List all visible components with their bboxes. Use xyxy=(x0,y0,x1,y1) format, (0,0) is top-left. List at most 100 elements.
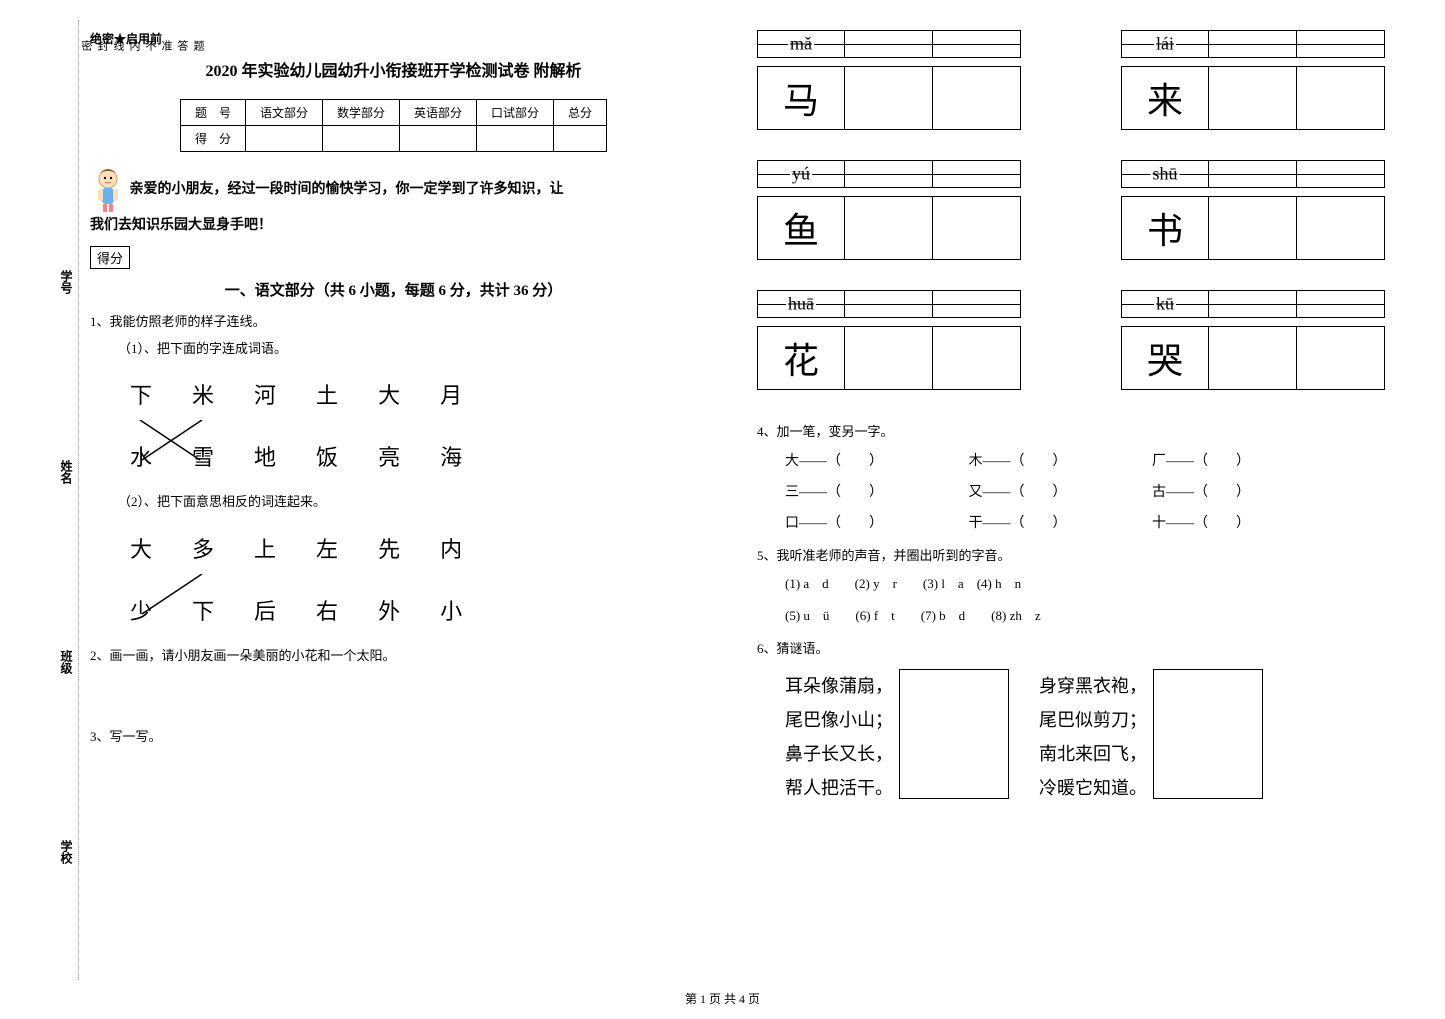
q4-row: 三——（ ） 又——（ ） 古——（ ） xyxy=(785,478,1385,509)
confidential-tag: 绝密★启用前 xyxy=(90,30,697,47)
cell[interactable] xyxy=(245,126,322,152)
char-cell-blank[interactable] xyxy=(1297,66,1385,130)
char: 河 xyxy=(254,378,276,410)
riddle-answer-box[interactable] xyxy=(1153,669,1263,799)
pinyin-cell-blank[interactable] xyxy=(1209,30,1297,58)
pair[interactable]: 又——（ ） xyxy=(969,478,1149,509)
riddle-line: 冷暖它知道。 xyxy=(1039,771,1147,805)
write-row: huā花kū哭 xyxy=(757,290,1385,390)
char-cell-blank[interactable] xyxy=(1209,326,1297,390)
pair[interactable]: 古——（ ） xyxy=(1152,478,1332,509)
pinyin-cell-blank[interactable] xyxy=(845,160,933,188)
riddle-answer-box[interactable] xyxy=(899,669,1009,799)
q5-row1[interactable]: (1) a d (2) y r (3) l a (4) h n xyxy=(785,571,1385,597)
question-1-2: （2）、把下面意思相反的词连起来。 xyxy=(118,490,697,513)
score-table: 题 号 语文部分 数学部分 英语部分 口试部分 总分 得 分 xyxy=(180,99,607,152)
connect-block-1: 下 米 河 土 大 月 水 雪 地 饭 亮 海 xyxy=(90,378,697,472)
cartoon-icon xyxy=(90,167,126,213)
pair[interactable]: 厂——（ ） xyxy=(1152,447,1332,478)
char-cell-blank[interactable] xyxy=(933,66,1021,130)
intro-line1: 亲爱的小朋友，经过一段时间的愉快学习，你一定学到了许多知识，让 xyxy=(130,182,564,197)
table-row: 题 号 语文部分 数学部分 英语部分 口试部分 总分 xyxy=(180,100,606,126)
cell[interactable] xyxy=(477,126,554,152)
side-label-id[interactable]: 学号 xyxy=(58,270,75,294)
intro-text: 亲爱的小朋友，经过一段时间的愉快学习，你一定学到了许多知识，让 我们去知识乐园大… xyxy=(90,167,697,240)
char-cell-row: 马 xyxy=(757,66,1021,130)
pinyin-cell-blank[interactable] xyxy=(1297,30,1385,58)
char-cell-row: 书 xyxy=(1121,196,1385,260)
char-cell-blank[interactable] xyxy=(933,326,1021,390)
pinyin-cell-blank[interactable] xyxy=(845,290,933,318)
char: 下 xyxy=(192,594,214,626)
char-cell-blank[interactable] xyxy=(845,66,933,130)
side-label-school[interactable]: 学校 xyxy=(58,840,75,864)
char-cell-blank[interactable] xyxy=(1297,196,1385,260)
pinyin-text: kū xyxy=(1154,294,1176,315)
pair[interactable]: 大——（ ） xyxy=(785,447,965,478)
char: 亮 xyxy=(378,440,400,472)
char-cell-blank[interactable] xyxy=(1297,326,1385,390)
char-cell-blank[interactable] xyxy=(1209,196,1297,260)
riddle-line: 尾巴似剪刀； xyxy=(1039,703,1147,737)
char-cell-blank[interactable] xyxy=(845,196,933,260)
cell: 得 分 xyxy=(180,126,245,152)
riddle-line: 帮人把活干。 xyxy=(785,771,893,805)
cell: 数学部分 xyxy=(322,100,399,126)
q4-row: 大——（ ） 木——（ ） 厂——（ ） xyxy=(785,447,1385,478)
char-row-bottom: 水 雪 地 饭 亮 海 xyxy=(130,440,697,472)
write-grid: mǎ马lái来yú鱼shū书huā花kū哭 xyxy=(757,30,1385,390)
write-box: mǎ马 xyxy=(757,30,1021,130)
char-row-bottom: 少 下 后 右 外 小 xyxy=(130,594,697,626)
riddle-line: 鼻子长又长， xyxy=(785,737,893,771)
char-row-top: 大 多 上 左 先 内 xyxy=(130,532,697,564)
char-cell: 花 xyxy=(757,326,845,390)
score-label-box: 得分 xyxy=(90,246,130,269)
pair[interactable]: 干——（ ） xyxy=(969,509,1149,540)
pair[interactable]: 口——（ ） xyxy=(785,509,965,540)
char-cell-blank[interactable] xyxy=(933,196,1021,260)
write-box: yú 鱼 xyxy=(757,160,1021,260)
side-label-name[interactable]: 姓名 xyxy=(58,460,75,484)
draw-area[interactable] xyxy=(90,671,697,721)
pinyin-cell-blank[interactable] xyxy=(1297,290,1385,318)
char: 地 xyxy=(254,440,276,472)
char-cell-row: 来 xyxy=(1121,66,1385,130)
char-cell-blank[interactable] xyxy=(1209,66,1297,130)
char: 雪 xyxy=(192,440,214,472)
char: 土 xyxy=(316,378,338,410)
question-5: 5、我听准老师的声音，并圈出听到的字音。 xyxy=(757,544,1385,567)
question-4: 4、加一笔，变另一字。 xyxy=(757,420,1385,443)
char: 海 xyxy=(440,440,462,472)
connect-block-2: 大 多 上 左 先 内 少 下 后 右 外 小 xyxy=(90,532,697,626)
cell: 总分 xyxy=(554,100,607,126)
pinyin-cell-blank[interactable] xyxy=(933,160,1021,188)
char: 外 xyxy=(378,594,400,626)
char: 大 xyxy=(378,378,400,410)
intro-line2: 我们去知识乐园大显身手吧！ xyxy=(90,218,272,233)
char: 上 xyxy=(254,532,276,564)
char: 月 xyxy=(440,378,462,410)
pair[interactable]: 木——（ ） xyxy=(969,447,1149,478)
char-cell-row: 鱼 xyxy=(757,196,1021,260)
pinyin-cell-blank[interactable] xyxy=(1209,290,1297,318)
pinyin-cell-blank[interactable] xyxy=(1209,160,1297,188)
riddle-container: 耳朵像蒲扇， 尾巴像小山； 鼻子长又长， 帮人把活干。 身穿黑衣袍， 尾巴似剪刀… xyxy=(785,669,1385,806)
cell[interactable] xyxy=(400,126,477,152)
pinyin-row: shū xyxy=(1121,160,1385,188)
side-label-class[interactable]: 班级 xyxy=(58,650,75,674)
pinyin-cell-blank[interactable] xyxy=(933,290,1021,318)
cell[interactable] xyxy=(322,126,399,152)
pinyin-cell-blank[interactable] xyxy=(1297,160,1385,188)
pinyin-cell-blank[interactable] xyxy=(845,30,933,58)
q5-row2[interactable]: (5) u ü (6) f t (7) b d (8) zh z xyxy=(785,603,1385,629)
char: 饭 xyxy=(316,440,338,472)
pinyin-cell-blank[interactable] xyxy=(933,30,1021,58)
pair[interactable]: 十——（ ） xyxy=(1152,509,1332,540)
write-box: shū 书 xyxy=(1121,160,1385,260)
cell[interactable] xyxy=(554,126,607,152)
riddle-line: 耳朵像蒲扇， xyxy=(785,669,893,703)
char-cell-blank[interactable] xyxy=(845,326,933,390)
pinyin-text: yú xyxy=(790,164,812,185)
pair[interactable]: 三——（ ） xyxy=(785,478,965,509)
riddle-line: 尾巴像小山； xyxy=(785,703,893,737)
